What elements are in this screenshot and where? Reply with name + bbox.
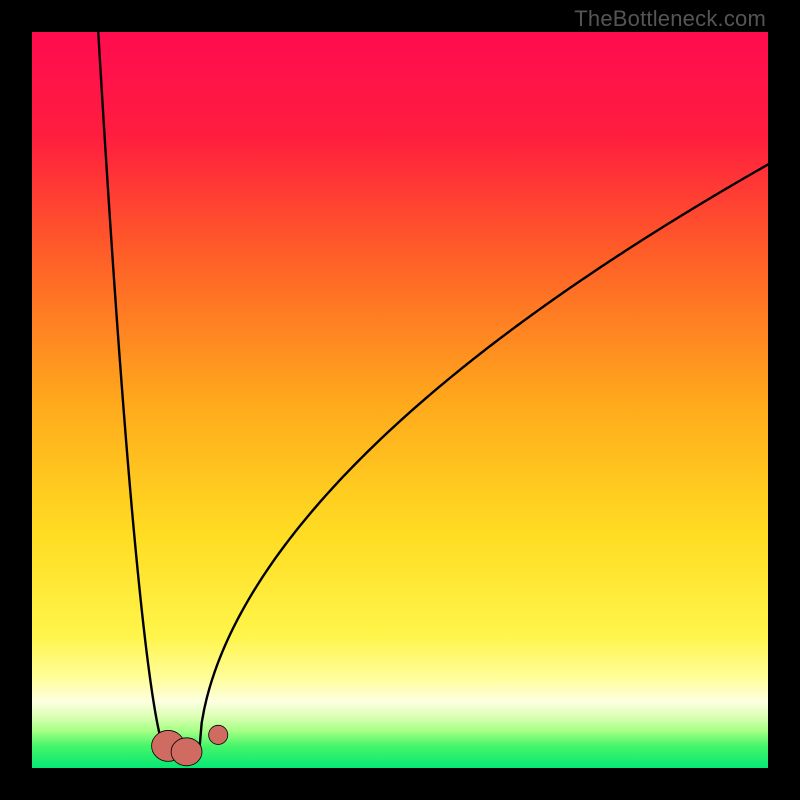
chart-frame: TheBottleneck.com [0,0,800,800]
watermark-text: TheBottleneck.com [574,6,766,32]
gpu-marker [209,725,228,744]
watermark-label: TheBottleneck.com [574,6,766,31]
plot-area [32,32,768,768]
bottleneck-curve [98,32,768,753]
curve-overlay [32,32,768,768]
cpu-marker-2 [171,738,202,766]
